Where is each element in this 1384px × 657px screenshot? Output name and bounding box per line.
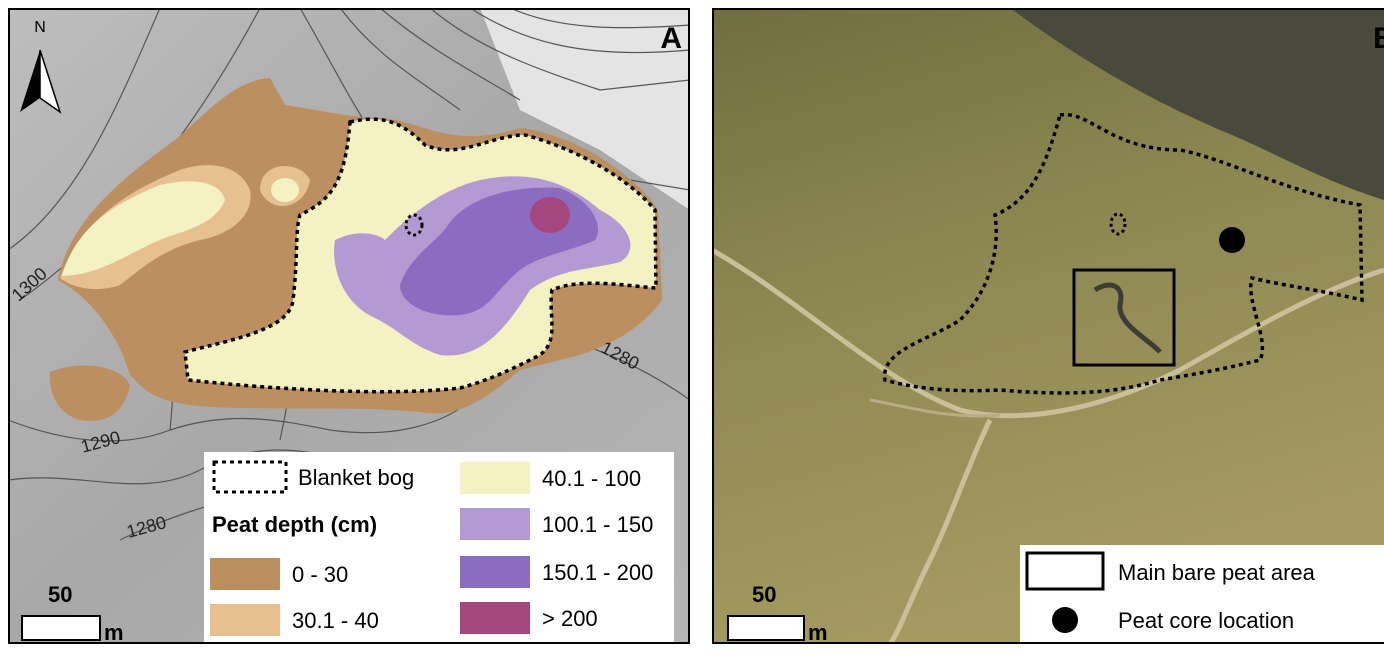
panel-a: 1300 1290 1280 1280 N A Blanket bog Peat… <box>8 8 690 645</box>
legend-swatch <box>210 604 280 636</box>
legend-swatch <box>460 602 530 634</box>
panel-label: B <box>1373 22 1384 55</box>
legend-swatch <box>460 462 530 494</box>
scale-unit: m <box>808 620 828 645</box>
legend: Main bare peat area Peat core location <box>1020 545 1384 644</box>
legend-label: Blanket bog <box>298 465 414 490</box>
legend-label: 40.1 - 100 <box>542 466 641 491</box>
legend-swatch <box>1027 553 1103 589</box>
peat-class <box>271 178 299 202</box>
legend-label: 0 - 30 <box>292 562 348 587</box>
legend-swatch <box>214 462 286 492</box>
legend-label: Main bare peat area <box>1118 560 1316 585</box>
legend-swatch <box>1052 607 1078 633</box>
peat-class <box>530 197 570 233</box>
panel-b: B Main bare peat area Peat core location… <box>712 8 1384 645</box>
legend-label: 100.1 - 150 <box>542 512 653 537</box>
page: 1300 1290 1280 1280 N A Blanket bog Peat… <box>0 0 1384 657</box>
legend-swatch <box>460 556 530 588</box>
figure: 1300 1290 1280 1280 N A Blanket bog Peat… <box>0 0 1384 652</box>
panel-label: A <box>660 22 682 55</box>
legend-label: 30.1 - 40 <box>292 608 379 633</box>
scale-bar-rect <box>22 616 100 640</box>
legend-label: 150.1 - 200 <box>542 560 653 585</box>
legend-label: > 200 <box>542 606 598 631</box>
legend-heading: Peat depth (cm) <box>212 512 377 537</box>
north-label: N <box>34 19 46 36</box>
legend: Blanket bog Peat depth (cm) 0 - 30 30.1 … <box>204 452 674 644</box>
legend-label: Peat core location <box>1118 608 1294 633</box>
scale-unit: m <box>104 620 124 645</box>
peat-core <box>1219 227 1245 253</box>
legend-swatch <box>210 558 280 590</box>
scale-bar-rect <box>728 616 804 640</box>
scale-value: 50 <box>752 582 776 607</box>
legend-swatch <box>460 508 530 540</box>
scale-value: 50 <box>48 582 72 607</box>
